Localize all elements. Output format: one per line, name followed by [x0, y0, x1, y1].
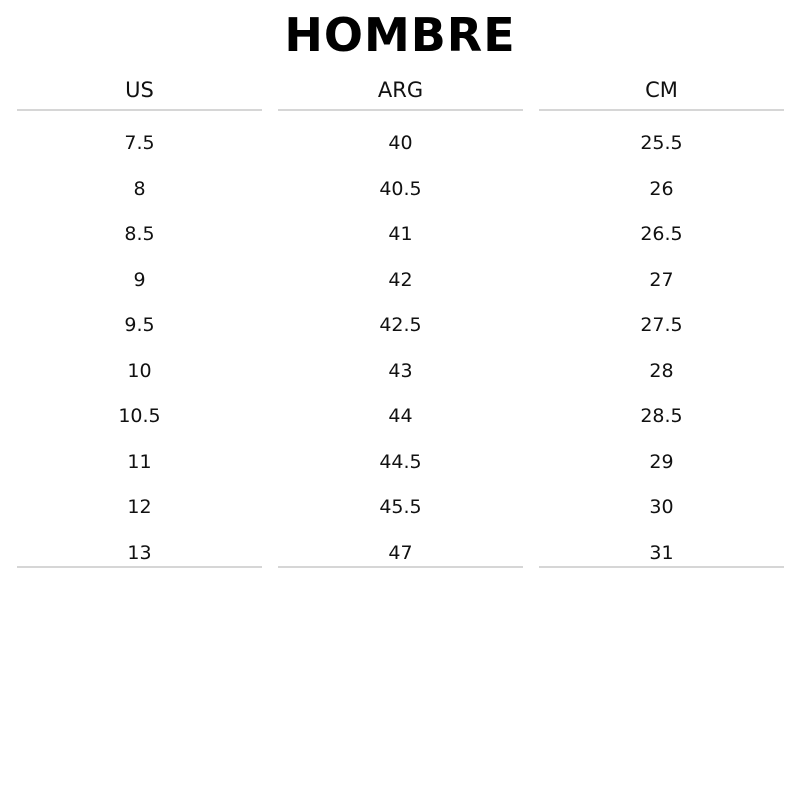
table-cell: 40.5 — [379, 177, 422, 200]
table-cell: 44 — [388, 405, 413, 427]
table-cell: 12 — [127, 496, 152, 518]
table-cell: 10.5 — [118, 405, 161, 427]
bottom-divider — [539, 566, 784, 568]
table-cell: 47 — [388, 541, 413, 564]
table-cell: 44.5 — [379, 450, 422, 473]
column-header: CM — [645, 78, 678, 102]
table-cell: 8.5 — [124, 223, 155, 245]
header-divider — [278, 109, 523, 111]
table-cell: 28 — [649, 359, 674, 382]
table-cell: 27.5 — [640, 314, 683, 336]
table-cell: 43 — [388, 359, 413, 382]
table-cell: 28.5 — [640, 405, 683, 427]
table-cell: 8 — [133, 177, 146, 200]
header-divider — [17, 109, 262, 111]
table-cell: 31 — [649, 541, 674, 564]
table-cell: 13 — [127, 541, 152, 564]
bottom-divider — [278, 566, 523, 568]
table-cell: 10 — [127, 359, 152, 382]
table-cell: 41 — [388, 223, 413, 245]
table-cell: 25.5 — [640, 132, 683, 154]
table-cell: 27 — [649, 268, 674, 291]
column-header: ARG — [377, 78, 424, 102]
table-cell: 40 — [388, 132, 413, 154]
column-us: US 7.5 8 8.5 9 9.5 10 10.5 11 12 13 — [17, 0, 262, 800]
table-cell: 11 — [127, 450, 152, 473]
table-cell: 26 — [649, 177, 674, 200]
table-cell: 42 — [388, 268, 413, 291]
table-cell: 26.5 — [640, 223, 683, 245]
table-cell: 29 — [649, 450, 674, 473]
table-cell: 45.5 — [379, 496, 422, 518]
table-cell: 30 — [649, 496, 674, 518]
bottom-divider — [17, 566, 262, 568]
column-cm: CM 25.5 26 26.5 27 27.5 28 28.5 29 30 31 — [539, 0, 784, 800]
page-title: HOMBRE — [284, 8, 516, 62]
column-header: US — [125, 78, 154, 102]
table-cell: 9.5 — [124, 314, 155, 336]
table-cell: 42.5 — [379, 314, 422, 336]
table-cell: 9 — [133, 268, 146, 291]
header-divider — [539, 109, 784, 111]
table-cell: 7.5 — [124, 132, 155, 154]
column-arg: ARG 40 40.5 41 42 42.5 43 44 44.5 45.5 47 — [278, 0, 523, 800]
